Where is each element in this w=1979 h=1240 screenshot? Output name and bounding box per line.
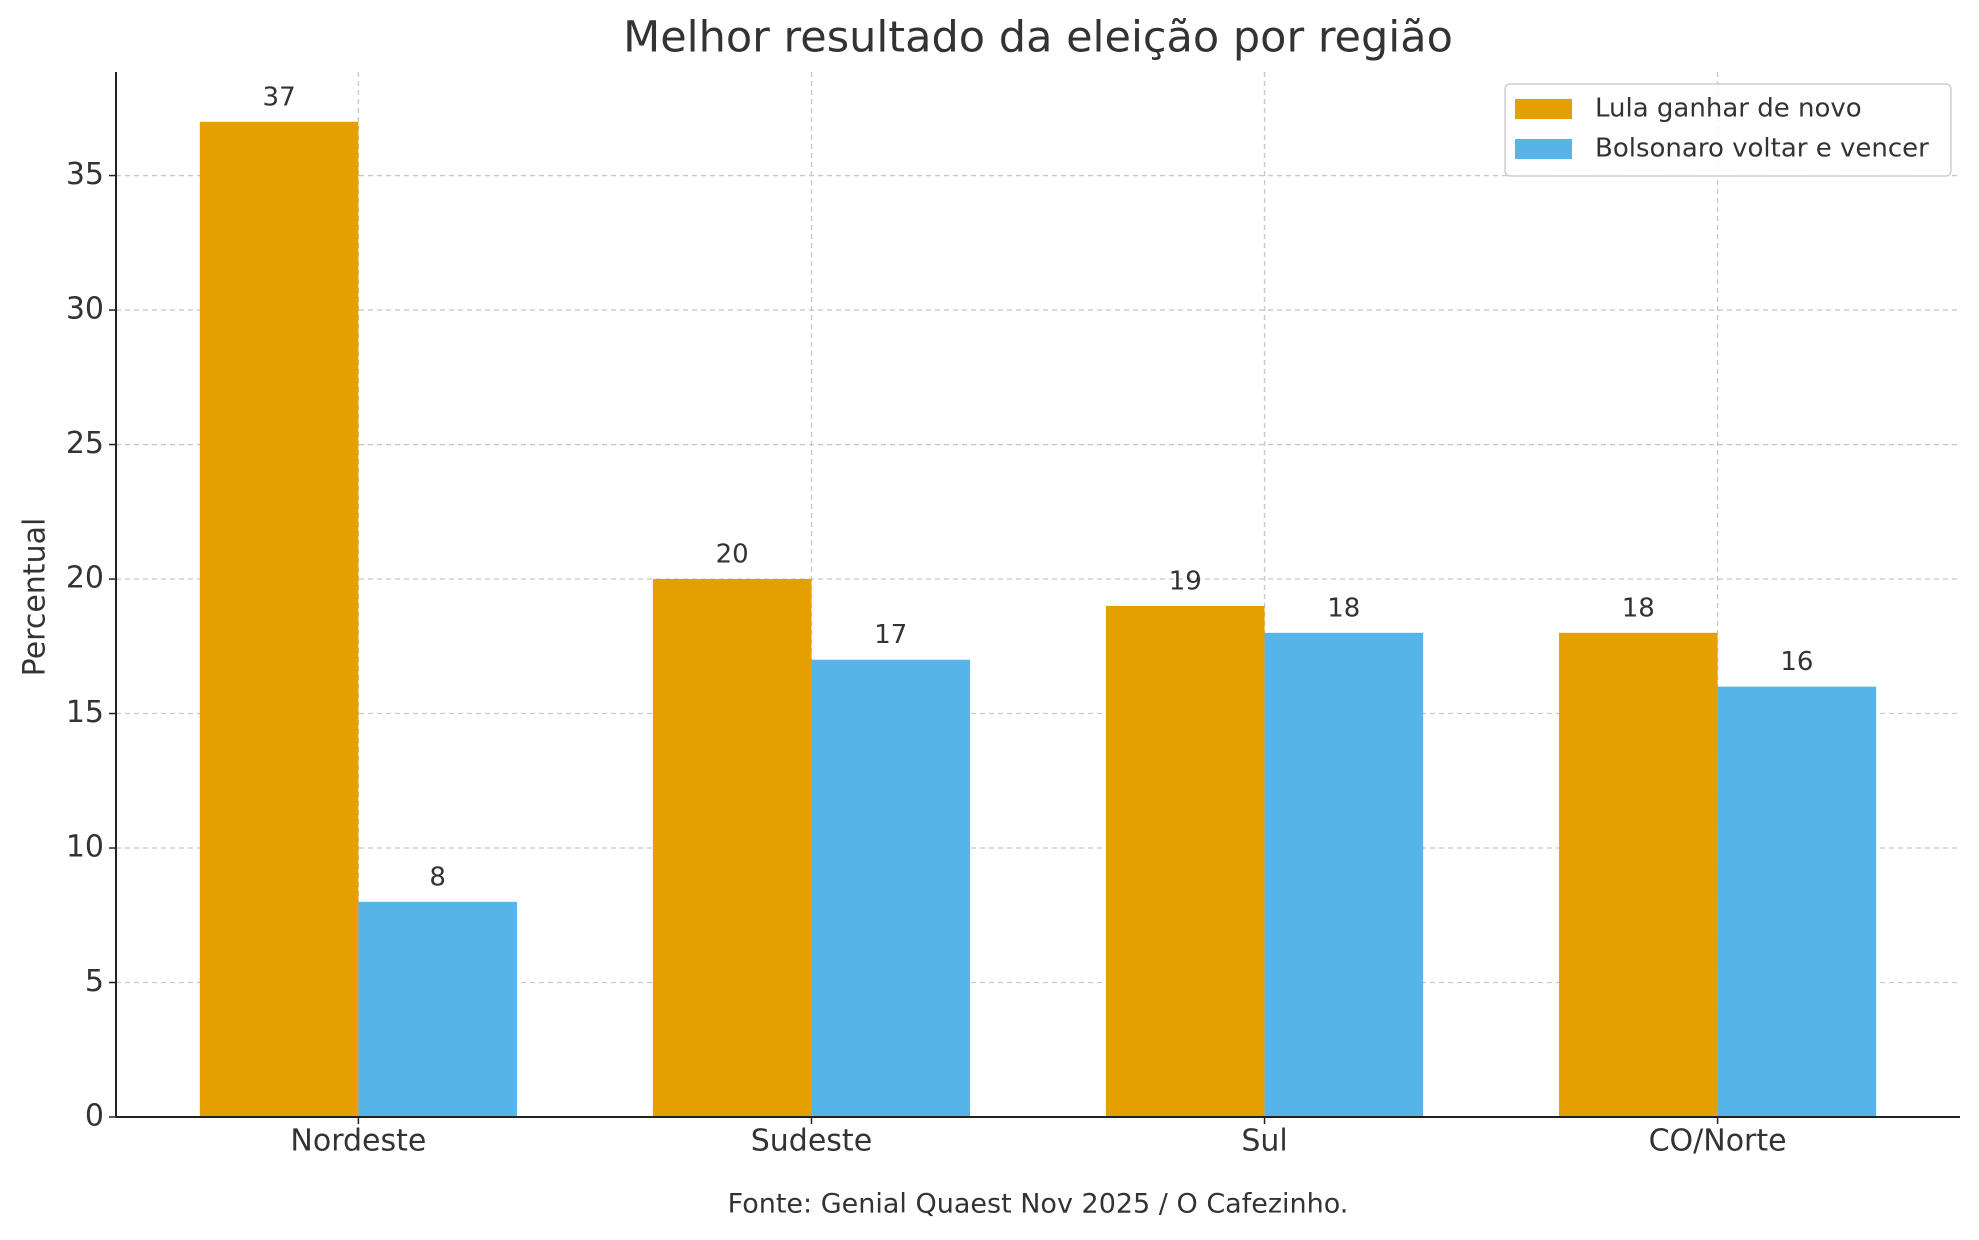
legend-box: [1504, 83, 1952, 177]
bar: [358, 901, 517, 1117]
y-tick-label: 35: [66, 157, 104, 192]
chart-title: Melhor resultado da eleição por região: [623, 13, 1453, 63]
y-tick-label: 15: [66, 695, 104, 730]
value-label: 20: [716, 540, 749, 570]
value-label: 19: [1169, 566, 1202, 596]
y-tick-label: 5: [85, 964, 104, 999]
value-label: 37: [263, 82, 296, 112]
y-axis-label: Percentual: [18, 518, 53, 677]
x-tick-label: Nordeste: [290, 1124, 426, 1159]
bar: [199, 121, 359, 1117]
x-tick-label: Sul: [1241, 1124, 1287, 1159]
y-tick-label: 0: [85, 1099, 104, 1134]
bar: [652, 579, 812, 1117]
y-tick-label: 20: [66, 561, 104, 596]
bar: [1264, 632, 1424, 1117]
bar: [811, 659, 971, 1117]
legend: Lula ganhar de novo Bolsonaro voltar e ve…: [1504, 83, 1952, 177]
x-tick-label: CO/Norte: [1649, 1124, 1787, 1159]
bar: [1717, 686, 1877, 1117]
legend-label: Bolsonaro voltar e vencer: [1595, 134, 1929, 164]
source-note: Fonte: Genial Quaest Nov 2025 / O Cafezi…: [728, 1189, 1349, 1220]
x-tick-label: Sudeste: [751, 1124, 872, 1159]
value-label: 18: [1622, 593, 1655, 623]
y-tick-label: 25: [66, 426, 104, 461]
y-tick-label: 30: [66, 292, 104, 327]
value-label: 17: [874, 620, 907, 650]
bar: [1559, 632, 1718, 1117]
bar: [1105, 605, 1265, 1117]
value-label: 8: [429, 862, 446, 892]
value-label: 18: [1327, 593, 1360, 623]
value-label: 16: [1780, 647, 1813, 677]
legend-swatch: [1515, 99, 1572, 119]
y-tick-label: 10: [66, 830, 104, 865]
legend-swatch: [1515, 139, 1572, 159]
legend-label: Lula ganhar de novo: [1595, 94, 1862, 124]
